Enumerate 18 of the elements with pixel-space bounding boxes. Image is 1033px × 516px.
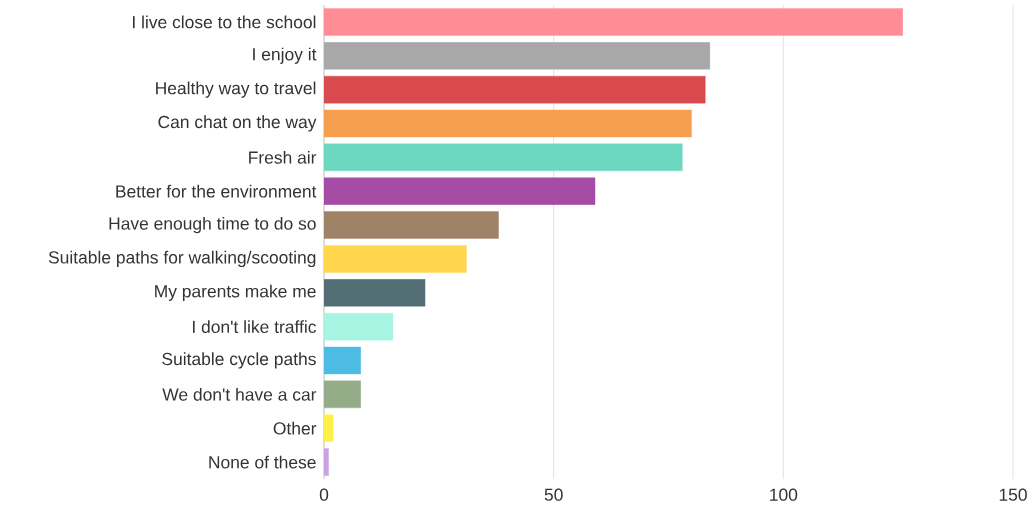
y-tick-label: I enjoy it — [253, 47, 317, 64]
y-tick-label: None of these — [209, 455, 316, 469]
y-tick-label: Other — [273, 421, 317, 435]
x-tick-label: 150 — [999, 488, 1027, 501]
y-tick-label: Have enough time to do so — [109, 216, 316, 234]
y-tick-label: Fresh air — [249, 150, 317, 164]
y-tick-label: Can chat on the way — [158, 115, 317, 132]
y-tick-label: I don't like traffic — [192, 320, 317, 334]
x-tick-label: 0 — [319, 488, 329, 501]
y-tick-label: My parents make me — [155, 284, 316, 301]
y-tick-label: Healthy way to travel — [156, 81, 316, 98]
y-tick-label: We don't have a car — [162, 387, 317, 401]
y-tick-label: I live close to the school — [133, 15, 316, 29]
y-tick-label: Suitable cycle paths — [162, 352, 316, 369]
x-tick-label: 100 — [770, 488, 798, 501]
y-tick-label: Suitable paths for walking/scooting — [48, 250, 316, 268]
x-tick-label: 50 — [544, 488, 563, 501]
y-tick-label: Better for the environment — [116, 184, 317, 198]
